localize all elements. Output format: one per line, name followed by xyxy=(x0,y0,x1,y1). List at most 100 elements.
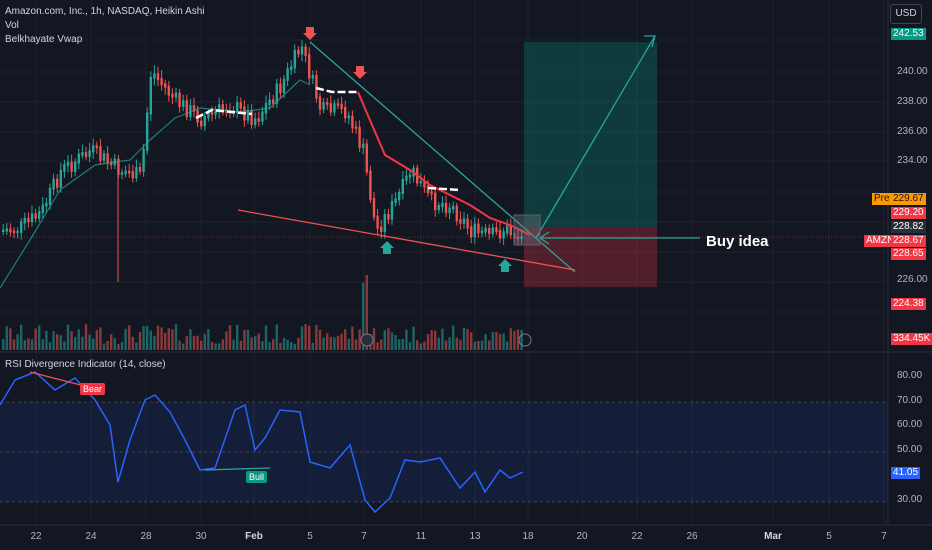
vwap-line xyxy=(195,108,253,120)
volume-bar xyxy=(131,336,134,350)
volume-bar xyxy=(174,324,178,350)
time-tick: 13 xyxy=(469,531,481,542)
volume-bar xyxy=(423,341,426,350)
time-tick: 5 xyxy=(826,531,832,542)
candle-body xyxy=(434,192,437,211)
volume-bar xyxy=(268,342,271,350)
volume-bar xyxy=(318,329,322,350)
candle-body xyxy=(84,152,88,157)
wedge-upper-line xyxy=(309,41,576,273)
volume-bar xyxy=(401,339,404,350)
candle-body xyxy=(185,100,188,117)
candle-body xyxy=(516,236,520,240)
volume-bar xyxy=(250,337,253,350)
volume-bar xyxy=(27,338,30,350)
volume-bar xyxy=(243,329,246,350)
volume-bar xyxy=(455,337,458,350)
volume-bar xyxy=(59,335,62,350)
candle-body xyxy=(236,102,239,114)
volume-bar xyxy=(275,324,278,350)
volume-bar xyxy=(383,330,386,350)
vwap-line xyxy=(427,186,461,192)
rsi-tick: 70.00 xyxy=(897,395,923,406)
volume-bar xyxy=(128,325,131,350)
volume-bar xyxy=(9,328,12,350)
volume-bar xyxy=(282,337,286,350)
volume-bar xyxy=(444,340,448,350)
candle-body xyxy=(329,102,332,113)
volume-bar xyxy=(221,339,224,350)
volume-bar xyxy=(516,329,520,350)
volume-bar xyxy=(261,341,264,350)
volume-bar xyxy=(290,342,293,350)
candle-body xyxy=(20,221,23,233)
candle-body xyxy=(282,78,286,94)
candle-body xyxy=(59,169,62,188)
candle-body xyxy=(214,110,217,115)
candle-body xyxy=(498,229,502,239)
candle-body xyxy=(268,99,271,106)
earnings-marker xyxy=(360,333,374,347)
volume-bar xyxy=(257,333,260,350)
volume-bar xyxy=(344,329,347,350)
volume-bar xyxy=(102,343,106,350)
candle-body xyxy=(452,205,455,210)
volume-bar xyxy=(430,330,433,350)
candle-body xyxy=(153,73,156,79)
candle-body xyxy=(9,228,12,233)
volume-bar xyxy=(92,338,95,350)
time-tick: 28 xyxy=(140,531,152,542)
candle-body xyxy=(495,227,498,232)
volume-bar xyxy=(23,340,26,350)
volume-bar xyxy=(117,343,120,350)
volume-bar xyxy=(380,339,383,350)
volume-bar xyxy=(326,333,329,350)
volume-bar xyxy=(308,325,311,350)
candle-body xyxy=(192,105,196,112)
candle-body xyxy=(275,83,278,104)
candle-body xyxy=(120,172,124,175)
volume-bar xyxy=(138,331,142,350)
volume-bar xyxy=(300,326,304,350)
candle-body xyxy=(70,161,73,172)
volume-bar xyxy=(254,336,257,350)
volume-bar xyxy=(365,274,368,350)
premarket-label: Pre xyxy=(872,193,892,205)
candle-body xyxy=(304,46,307,56)
candle-body xyxy=(102,153,106,161)
volume-bar xyxy=(34,328,37,350)
bear-divergence-badge: Bear xyxy=(80,383,106,395)
volume-indicator-label: Vol xyxy=(5,20,19,31)
volume-bar xyxy=(495,331,498,350)
candle-body xyxy=(336,103,340,106)
volume-bar xyxy=(232,339,235,350)
candle-body xyxy=(293,49,296,69)
volume-bar xyxy=(210,341,214,350)
volume-bar xyxy=(38,325,41,350)
time-tick: 11 xyxy=(415,531,427,542)
candle-body xyxy=(106,153,109,164)
chart-legend: Amazon.com, Inc., 1h, NASDAQ, Heikin Ash… xyxy=(5,5,205,47)
candle-body xyxy=(311,75,314,79)
candle-body xyxy=(354,126,358,129)
volume-bar xyxy=(484,334,487,350)
candle-body xyxy=(160,78,163,86)
candle-body xyxy=(2,229,5,232)
candle-body xyxy=(441,202,444,208)
candle-body xyxy=(484,227,487,233)
volume-bar xyxy=(20,324,23,350)
volume-bar xyxy=(466,328,469,350)
candle-body xyxy=(509,224,512,236)
volume-bar xyxy=(88,334,91,350)
currency-button[interactable]: USD xyxy=(890,4,922,24)
candle-body xyxy=(110,161,113,166)
volume-bar xyxy=(41,339,44,350)
candle-body xyxy=(88,150,91,157)
sell-signal-arrow xyxy=(353,66,367,79)
volume-bar xyxy=(286,339,289,350)
candle-body xyxy=(365,143,368,173)
time-tick: Mar xyxy=(764,531,782,542)
candle-body xyxy=(455,205,458,222)
volume-bar xyxy=(488,340,491,350)
